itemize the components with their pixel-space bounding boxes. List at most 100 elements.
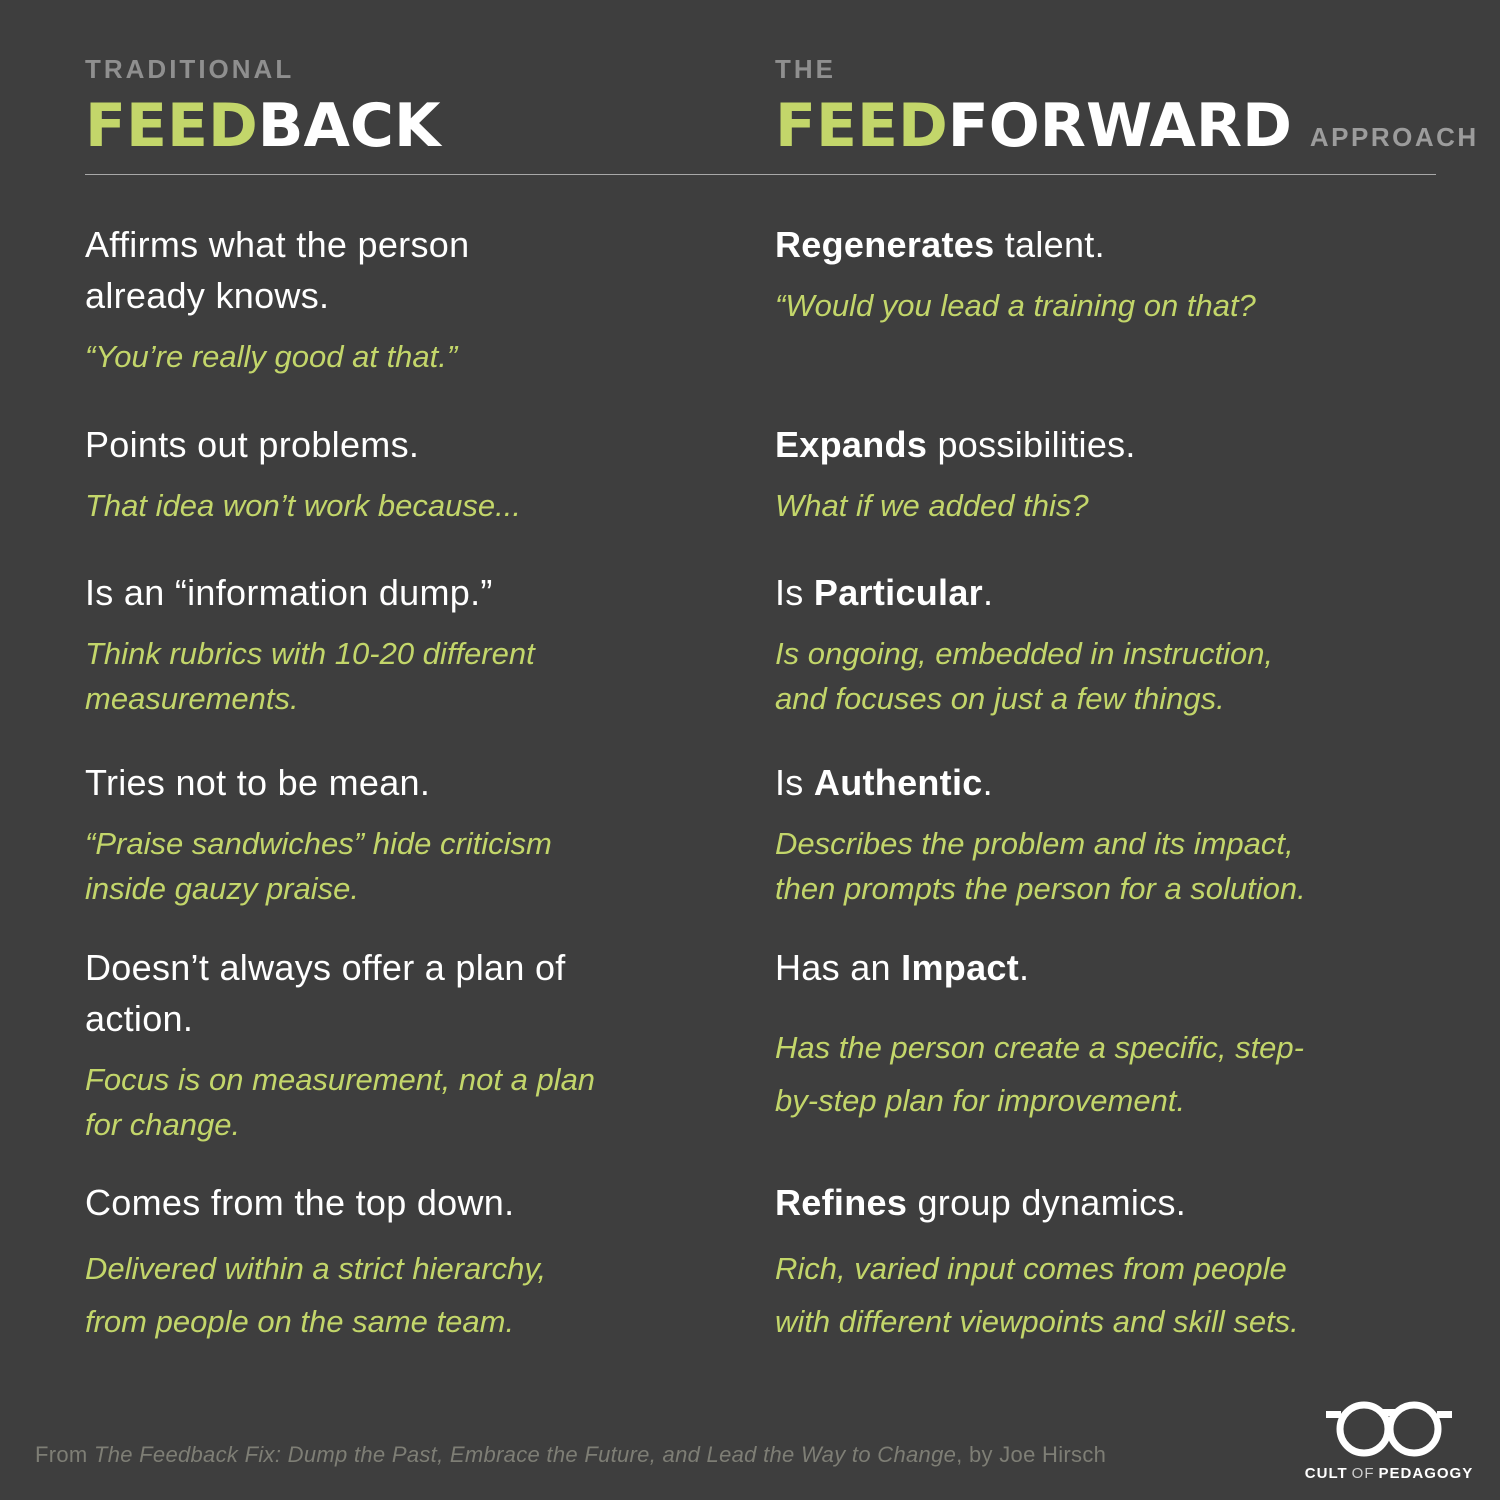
example-line: “Would you lead a training on that? [775, 288, 1256, 324]
example-line: then prompts the person for a solution. [775, 871, 1306, 907]
feedback-item-problems: Points out problems. That idea won’t wor… [85, 419, 725, 567]
example-line: That idea won’t work because... [85, 488, 521, 524]
left-title-feed: FEED [85, 91, 258, 161]
title-line: Affirms what the person [85, 224, 470, 265]
right-title-feed: FEED [775, 91, 948, 161]
item-title: Is Authentic. [775, 757, 1436, 808]
comparison-grid: Affirms what the person already knows. “… [0, 219, 1500, 1407]
item-title: Tries not to be mean. [85, 757, 725, 808]
feedback-item-not-mean: Tries not to be mean. “Praise sandwiches… [85, 757, 725, 942]
item-title: Has an Impact. [775, 942, 1436, 993]
title-line: Comes from the top down. [85, 1182, 515, 1223]
item-example: What if we added this? [775, 484, 1436, 529]
logo-pedagogy: PEDAGOGY [1378, 1465, 1474, 1482]
title-post: talent. [994, 224, 1105, 265]
item-title: Points out problems. [85, 419, 725, 470]
item-example: Is ongoing, embedded in instruction, and… [775, 632, 1436, 722]
left-kicker: TRADITIONAL [85, 54, 295, 84]
item-example: That idea won’t work because... [85, 484, 725, 529]
title-pre: Is [775, 762, 814, 803]
example-line: Describes the problem and its impact, [775, 826, 1294, 862]
item-title: Is Particular. [775, 567, 1436, 618]
feedforward-item-impact: Has an Impact. Has the person create a s… [775, 942, 1436, 1177]
item-example: “You’re really good at that.” [85, 335, 725, 380]
item-example: Focus is on measurement, not a plan for … [85, 1058, 725, 1148]
feedforward-item-refines: Refines group dynamics. Rich, varied inp… [775, 1177, 1436, 1407]
example-line: inside gauzy praise. [85, 871, 359, 907]
book-title: The Feedback Fix: Dump the Past, Embrace… [93, 1442, 957, 1467]
item-example: Has the person create a specific, step- … [775, 1021, 1436, 1128]
header-divider [85, 174, 1436, 175]
example-line: and focuses on just a few things. [775, 681, 1225, 717]
item-title: Refines group dynamics. [775, 1177, 1436, 1228]
glasses-icon [1326, 1401, 1452, 1457]
example-line: Rich, varied input comes from people [775, 1251, 1287, 1287]
example-line: Has the person create a specific, step- [775, 1030, 1304, 1066]
right-title-forward: FORWARD [947, 91, 1292, 161]
feedforward-item-expands: Expands possibilities. What if we added … [775, 419, 1436, 567]
feedforward-item-authentic: Is Authentic. Describes the problem and … [775, 757, 1436, 942]
right-kicker: THE [775, 54, 836, 84]
example-line: from people on the same team. [85, 1304, 515, 1340]
title-post: possibilities. [927, 424, 1136, 465]
feedback-item-no-plan: Doesn’t always offer a plan of action. F… [85, 942, 725, 1177]
attribution-post: , by Joe Hirsch [956, 1442, 1107, 1467]
item-title: Comes from the top down. [85, 1177, 725, 1228]
header-left: TRADITIONAL FEEDBACK [85, 54, 725, 158]
example-line: “Praise sandwiches” hide criticism [85, 826, 552, 862]
title-line: Tries not to be mean. [85, 762, 431, 803]
source-attribution: From The Feedback Fix: Dump the Past, Em… [35, 1442, 1106, 1468]
title-pre: Is [775, 572, 814, 613]
feedback-item-affirms: Affirms what the person already knows. “… [85, 219, 725, 419]
title-post: . [1019, 947, 1030, 988]
feedforward-item-particular: Is Particular. Is ongoing, embedded in i… [775, 567, 1436, 757]
feedback-item-information-dump: Is an “information dump.” Think rubrics … [85, 567, 725, 757]
item-example: “Would you lead a training on that? [775, 284, 1436, 329]
example-line: What if we added this? [775, 488, 1089, 524]
item-title: Expands possibilities. [775, 419, 1436, 470]
item-title: Affirms what the person already knows. [85, 219, 725, 321]
title-post: group dynamics. [907, 1182, 1187, 1223]
example-line: Think rubrics with 10-20 different [85, 636, 535, 672]
title-pre: Has an [775, 947, 902, 988]
example-line: Delivered within a strict hierarchy, [85, 1251, 547, 1287]
example-line: “You’re really good at that.” [85, 339, 458, 375]
header: TRADITIONAL FEEDBACK THE FEEDFORWARD APPR… [0, 0, 1500, 158]
title-line: Doesn’t always offer a plan of [85, 947, 566, 988]
item-example: Rich, varied input comes from people wit… [775, 1242, 1436, 1349]
item-example: Think rubrics with 10-20 different measu… [85, 632, 725, 722]
logo-text: CULT OF PEDAGOGY [1304, 1465, 1474, 1482]
example-line: with different viewpoints and skill sets… [775, 1304, 1299, 1340]
title-bold: Expands [775, 424, 928, 465]
right-main-title: FEEDFORWARD APPROACH [775, 95, 1476, 158]
item-title: Is an “information dump.” [85, 567, 725, 618]
right-title-approach: APPROACH [1309, 122, 1479, 152]
title-bold: Regenerates [775, 224, 995, 265]
item-title: Doesn’t always offer a plan of action. [85, 942, 725, 1044]
attribution-pre: From [35, 1442, 94, 1467]
logo-cult: CULT [1304, 1465, 1348, 1482]
title-line: Points out problems. [85, 424, 420, 465]
example-line: Focus is on measurement, not a plan [85, 1062, 596, 1098]
cult-of-pedagogy-logo: CULT OF PEDAGOGY [1304, 1397, 1474, 1482]
header-right: THE FEEDFORWARD APPROACH [775, 54, 1476, 158]
item-example: “Praise sandwiches” hide criticism insid… [85, 822, 725, 912]
item-example: Delivered within a strict hierarchy, fro… [85, 1242, 725, 1349]
title-line: already knows. [85, 275, 330, 317]
title-line: action. [85, 998, 194, 1040]
title-bold: Particular [813, 572, 983, 613]
title-bold: Refines [775, 1182, 908, 1223]
title-post: . [982, 762, 993, 803]
logo-of: OF [1351, 1465, 1375, 1482]
left-title-back: BACK [257, 91, 441, 161]
example-line: Is ongoing, embedded in instruction, [775, 636, 1274, 672]
item-example: Describes the problem and its impact, th… [775, 822, 1436, 912]
feedback-item-top-down: Comes from the top down. Delivered withi… [85, 1177, 725, 1407]
title-bold: Authentic [813, 762, 983, 803]
feedforward-item-regenerates: Regenerates talent. “Would you lead a tr… [775, 219, 1436, 419]
example-line: by-step plan for improvement. [775, 1083, 1186, 1119]
example-line: for change. [85, 1107, 241, 1143]
title-line: Is an “information dump.” [85, 572, 493, 613]
title-post: . [982, 572, 994, 613]
